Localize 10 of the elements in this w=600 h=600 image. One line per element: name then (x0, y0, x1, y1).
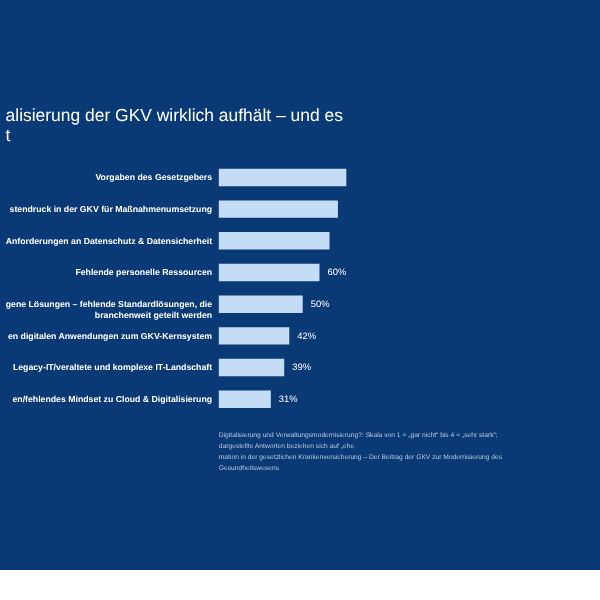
bar (218, 232, 330, 250)
bar (218, 168, 347, 187)
bar (218, 390, 271, 408)
bar (218, 200, 338, 218)
bar (218, 295, 303, 313)
bar (218, 358, 285, 377)
bar (218, 263, 320, 282)
text: alisierung der GKV wirklich aufhält – und es (5, 104, 343, 125)
text: t (5, 124, 11, 145)
bar (218, 327, 290, 345)
